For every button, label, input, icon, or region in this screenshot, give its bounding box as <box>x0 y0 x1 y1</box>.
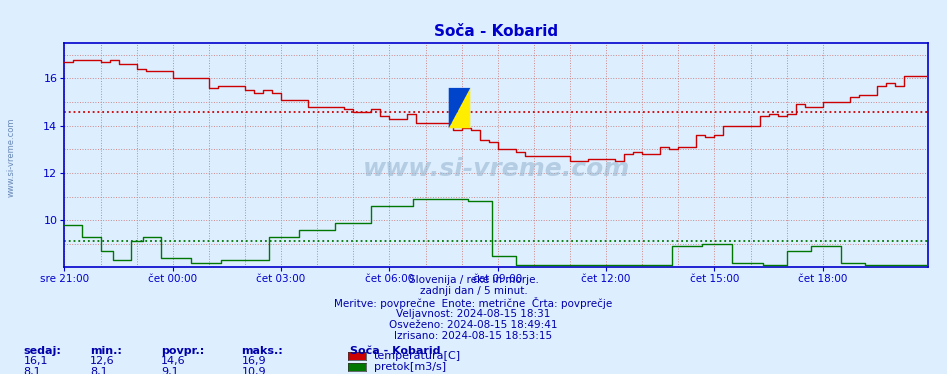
Text: www.si-vreme.com: www.si-vreme.com <box>363 157 630 181</box>
Text: 8,1: 8,1 <box>24 367 42 374</box>
Text: 16,9: 16,9 <box>241 356 266 366</box>
Title: Soča - Kobarid: Soča - Kobarid <box>434 24 559 39</box>
Text: 9,1: 9,1 <box>161 367 179 374</box>
Polygon shape <box>449 88 471 128</box>
Text: 14,6: 14,6 <box>161 356 186 366</box>
Text: pretok[m3/s]: pretok[m3/s] <box>374 362 446 372</box>
Text: www.si-vreme.com: www.si-vreme.com <box>7 117 16 197</box>
Text: Soča - Kobarid: Soča - Kobarid <box>350 346 441 356</box>
Text: Osveženo: 2024-08-15 18:49:41: Osveženo: 2024-08-15 18:49:41 <box>389 320 558 330</box>
Text: Izrisano: 2024-08-15 18:53:15: Izrisano: 2024-08-15 18:53:15 <box>395 331 552 341</box>
Text: 16,1: 16,1 <box>24 356 48 366</box>
Text: maks.:: maks.: <box>241 346 283 356</box>
Text: 12,6: 12,6 <box>90 356 115 366</box>
Polygon shape <box>449 88 471 128</box>
Text: sedaj:: sedaj: <box>24 346 62 356</box>
Text: Slovenija / reke in morje.: Slovenija / reke in morje. <box>408 275 539 285</box>
Text: Veljavnost: 2024-08-15 18:31: Veljavnost: 2024-08-15 18:31 <box>396 309 551 319</box>
Text: min.:: min.: <box>90 346 122 356</box>
Text: povpr.:: povpr.: <box>161 346 205 356</box>
Text: 10,9: 10,9 <box>241 367 266 374</box>
Text: temperatura[C]: temperatura[C] <box>374 351 461 361</box>
Text: zadnji dan / 5 minut.: zadnji dan / 5 minut. <box>420 286 527 296</box>
Text: 8,1: 8,1 <box>90 367 108 374</box>
Text: Meritve: povprečne  Enote: metrične  Črta: povprečje: Meritve: povprečne Enote: metrične Črta:… <box>334 297 613 309</box>
